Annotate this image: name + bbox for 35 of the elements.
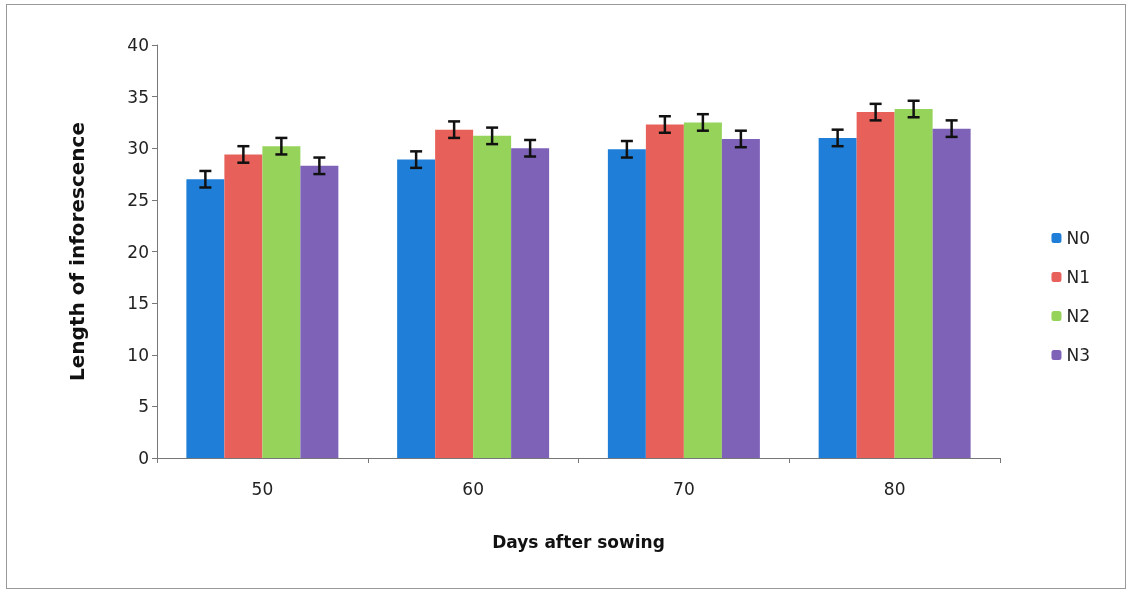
bar bbox=[818, 137, 857, 458]
bar bbox=[721, 138, 760, 458]
legend-label: N2 bbox=[1066, 306, 1091, 326]
y-axis-title: Length of inforescence bbox=[65, 122, 89, 381]
y-tick-label: 5 bbox=[138, 396, 149, 417]
x-axis-title: Days after sowing bbox=[492, 531, 665, 552]
bar bbox=[397, 159, 436, 458]
y-tick-label: 10 bbox=[127, 344, 149, 365]
bar bbox=[262, 146, 301, 458]
y-tick-label: 30 bbox=[127, 138, 149, 159]
y-tick-label: 15 bbox=[127, 293, 149, 314]
y-tick-label: 20 bbox=[127, 241, 149, 262]
y-tick-label: 25 bbox=[127, 189, 149, 210]
x-tick-label: 60 bbox=[462, 478, 484, 499]
legend-label: N3 bbox=[1066, 345, 1091, 365]
bar bbox=[511, 148, 550, 458]
bar bbox=[607, 149, 646, 458]
bar bbox=[856, 112, 895, 458]
bar bbox=[932, 128, 971, 458]
y-tick-label: 0 bbox=[138, 448, 149, 468]
bar bbox=[435, 129, 474, 458]
bar bbox=[186, 179, 225, 458]
bar bbox=[473, 135, 512, 458]
bar bbox=[224, 154, 263, 458]
bar bbox=[645, 124, 684, 458]
y-tick-label: 40 bbox=[127, 35, 149, 55]
x-tick-label: 50 bbox=[251, 478, 274, 499]
bar bbox=[683, 122, 722, 458]
legend-label: N1 bbox=[1066, 267, 1091, 287]
x-tick-label: 70 bbox=[673, 478, 695, 499]
y-tick-label: 35 bbox=[127, 86, 149, 107]
bar bbox=[894, 109, 933, 458]
bar bbox=[300, 165, 339, 458]
legend-label: N0 bbox=[1066, 228, 1091, 248]
x-tick-label: 80 bbox=[883, 478, 906, 499]
